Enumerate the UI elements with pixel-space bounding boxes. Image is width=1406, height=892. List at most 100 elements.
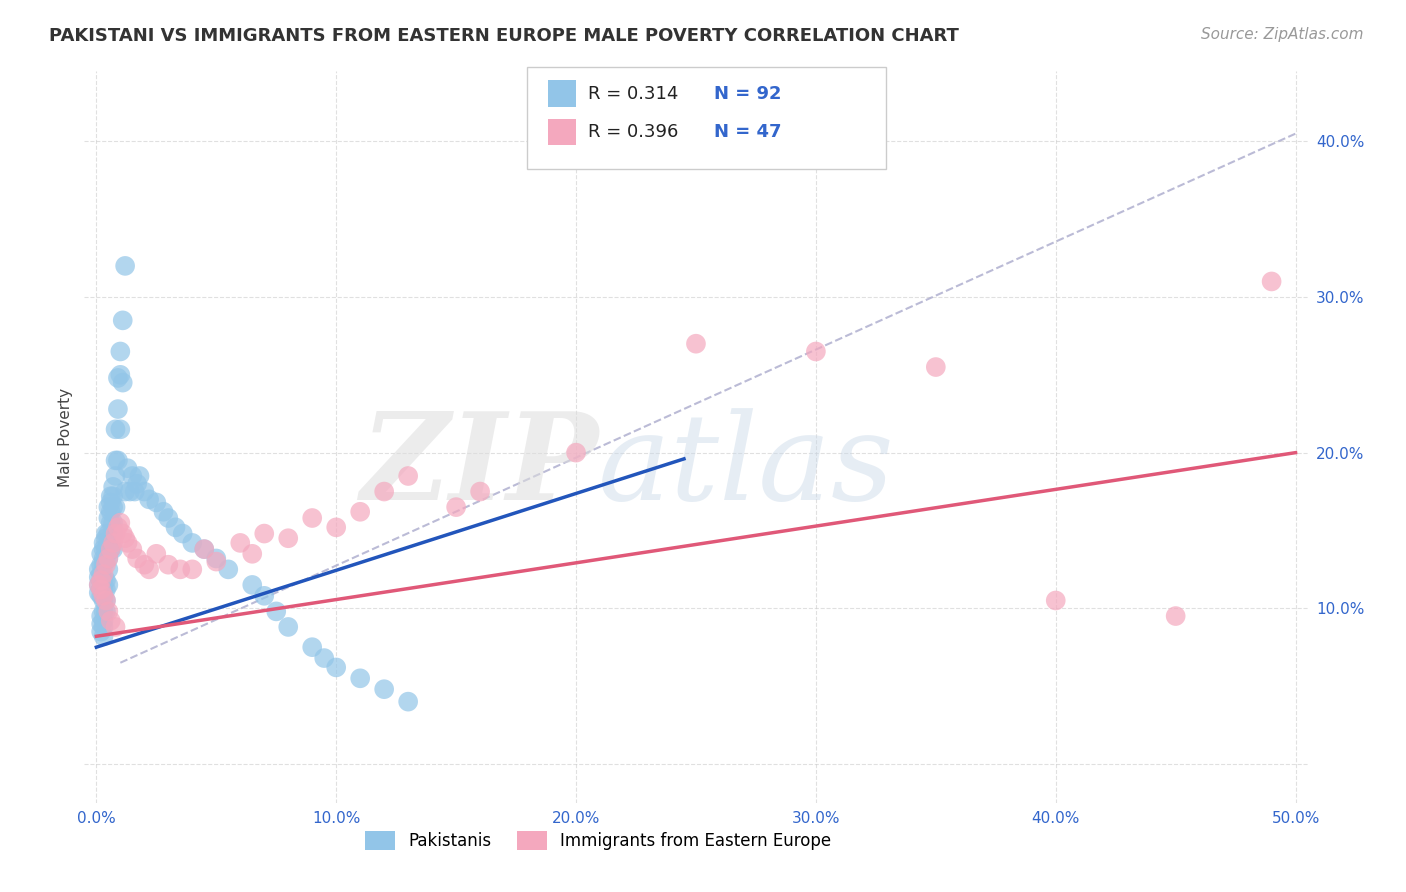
- Legend: Pakistanis, Immigrants from Eastern Europe: Pakistanis, Immigrants from Eastern Euro…: [359, 824, 838, 856]
- Point: [93, 558, 115, 572]
- Point: [104, 453, 127, 467]
- Text: R = 0.314: R = 0.314: [588, 85, 678, 103]
- Point: [301, 511, 323, 525]
- Point: [97, 604, 120, 618]
- Text: N = 92: N = 92: [714, 85, 782, 103]
- Point: [111, 526, 134, 541]
- Point: [101, 526, 124, 541]
- Point: [97, 511, 120, 525]
- Point: [90, 567, 112, 582]
- Point: [205, 551, 228, 566]
- Point: [205, 555, 228, 569]
- Point: [138, 492, 160, 507]
- Point: [90, 609, 112, 624]
- Point: [107, 371, 129, 385]
- Point: [111, 313, 134, 327]
- Point: [240, 547, 263, 561]
- Point: [325, 660, 347, 674]
- Point: [93, 551, 115, 566]
- Point: [94, 551, 117, 566]
- Point: [114, 259, 136, 273]
- Point: [87, 570, 110, 584]
- Point: [97, 551, 120, 566]
- Point: [100, 614, 122, 628]
- Point: [90, 558, 112, 572]
- Point: [100, 516, 122, 530]
- Point: [373, 484, 395, 499]
- Point: [1260, 275, 1282, 289]
- Point: [134, 484, 156, 499]
- Point: [101, 480, 124, 494]
- Point: [94, 593, 117, 607]
- Point: [87, 562, 110, 576]
- Point: [93, 604, 115, 618]
- Point: [193, 542, 215, 557]
- Point: [90, 574, 112, 588]
- Point: [100, 505, 122, 519]
- Point: [101, 516, 124, 530]
- Point: [121, 469, 143, 483]
- Point: [90, 624, 112, 639]
- Point: [97, 562, 120, 576]
- Point: [264, 604, 287, 618]
- Point: [100, 542, 122, 557]
- Point: [181, 562, 204, 576]
- Point: [94, 574, 117, 588]
- Point: [114, 484, 136, 499]
- Point: [90, 589, 112, 603]
- Point: [94, 526, 117, 541]
- Point: [90, 616, 112, 631]
- Point: [93, 614, 115, 628]
- Point: [97, 526, 120, 541]
- Y-axis label: Male Poverty: Male Poverty: [58, 387, 73, 487]
- Point: [104, 526, 127, 541]
- Point: [94, 531, 117, 545]
- Text: Source: ZipAtlas.com: Source: ZipAtlas.com: [1201, 27, 1364, 42]
- Point: [804, 344, 827, 359]
- Point: [240, 578, 263, 592]
- Point: [87, 578, 110, 592]
- Point: [121, 542, 143, 557]
- Point: [100, 489, 122, 503]
- Point: [107, 453, 129, 467]
- Point: [101, 500, 124, 515]
- Point: [90, 574, 112, 588]
- Point: [101, 536, 124, 550]
- Point: [93, 574, 115, 588]
- Point: [93, 589, 115, 603]
- Point: [165, 520, 187, 534]
- Point: [104, 620, 127, 634]
- Point: [169, 562, 191, 576]
- Point: [101, 542, 124, 557]
- Point: [104, 422, 127, 436]
- Point: [93, 593, 115, 607]
- Point: [325, 520, 347, 534]
- Point: [94, 582, 117, 597]
- Text: atlas: atlas: [598, 408, 894, 525]
- Point: [193, 542, 215, 557]
- Point: [396, 469, 419, 483]
- Point: [127, 476, 149, 491]
- Point: [93, 582, 115, 597]
- Point: [181, 536, 204, 550]
- Point: [468, 484, 491, 499]
- Text: ZIP: ZIP: [360, 407, 598, 525]
- Point: [152, 505, 174, 519]
- Point: [117, 536, 139, 550]
- Point: [107, 402, 129, 417]
- Text: R = 0.396: R = 0.396: [588, 123, 678, 141]
- Point: [128, 469, 150, 483]
- Point: [97, 578, 120, 592]
- Point: [117, 461, 139, 475]
- Point: [349, 671, 371, 685]
- Point: [138, 562, 160, 576]
- Point: [157, 511, 180, 525]
- Point: [94, 604, 117, 618]
- Point: [97, 536, 120, 550]
- Point: [145, 495, 167, 509]
- Point: [90, 547, 112, 561]
- Point: [1045, 593, 1067, 607]
- Point: [134, 558, 156, 572]
- Point: [93, 567, 115, 582]
- Point: [217, 562, 239, 576]
